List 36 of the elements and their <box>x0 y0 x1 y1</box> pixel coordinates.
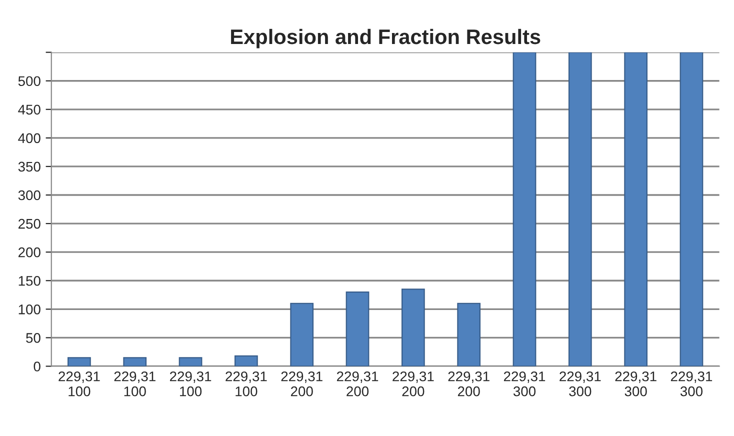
bar <box>624 52 648 366</box>
bar <box>401 288 425 366</box>
bar <box>68 357 91 366</box>
x-tick-label: 229,31 300 <box>560 371 601 396</box>
x-tick-label: 229,31 200 <box>448 371 490 396</box>
x-tick-label: 229,31 200 <box>281 371 322 396</box>
x-tick-label: 229,31 100 <box>226 371 267 396</box>
x-tick-label: 229,31 100 <box>58 371 100 396</box>
chart-title: Explosion and Fraction Results <box>231 28 540 48</box>
y-tick-label: 0 <box>34 362 40 372</box>
x-tick-label: 229,31 300 <box>670 371 712 396</box>
y-tick-label: 350 <box>18 162 40 172</box>
bar <box>178 357 202 366</box>
x-tick-label: 229,31 100 <box>170 371 212 396</box>
x-tick-label: 229,31 300 <box>504 371 546 396</box>
bar <box>346 291 370 366</box>
x-tick-label: 229,31 200 <box>336 371 378 396</box>
y-tick-label: 50 <box>26 333 40 343</box>
x-tick-label: 229,31 300 <box>615 371 656 396</box>
bar <box>290 302 314 366</box>
y-tick-label: 250 <box>18 218 40 229</box>
bar <box>512 52 536 366</box>
bar <box>123 357 147 366</box>
x-tick-label: 229,31 100 <box>114 371 156 396</box>
y-tick-label: 300 <box>18 190 40 200</box>
y-tick-label: 100 <box>18 304 40 314</box>
y-tick-label: 150 <box>18 276 40 286</box>
bar <box>568 52 592 366</box>
bar <box>680 52 704 366</box>
y-tick-label: 500 <box>18 76 40 86</box>
y-tick-label: 450 <box>18 104 40 115</box>
x-tick-label: 229,31 200 <box>392 371 434 396</box>
y-tick-label: 400 <box>18 133 40 144</box>
y-tick-label: 200 <box>18 247 40 258</box>
bar <box>234 355 258 366</box>
bar <box>457 302 481 366</box>
